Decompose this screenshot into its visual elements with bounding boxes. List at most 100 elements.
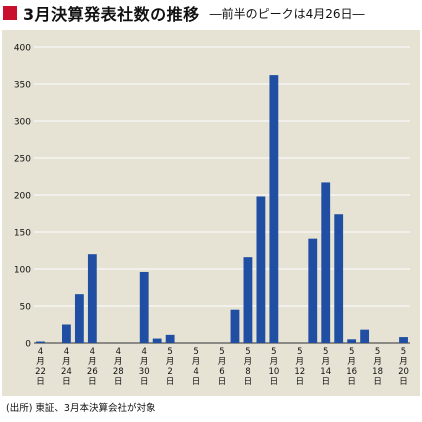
bar-4-24: [62, 324, 71, 343]
x-tick-label-part: 4: [64, 347, 69, 357]
x-tick-label-part: 日: [140, 377, 149, 387]
x-tick-label-part: 日: [218, 377, 227, 387]
y-tick-label: 350: [14, 81, 31, 91]
x-tick-label-part: 4: [116, 347, 121, 357]
x-tick-label-part: 日: [192, 377, 201, 387]
bar-5-20: [399, 337, 408, 343]
y-tick-label: 50: [20, 303, 32, 313]
x-tick-label-part: 22: [35, 367, 46, 377]
x-tick-label-part: 14: [320, 367, 331, 377]
x-tick-label-part: 24: [61, 367, 72, 377]
bar-5-15: [334, 214, 344, 343]
x-tick-label-part: 5: [297, 347, 302, 357]
x-tick-label-part: 月: [373, 357, 382, 367]
x-tick-label-part: 月: [140, 357, 149, 367]
x-tick-label-part: 日: [114, 377, 123, 387]
y-tick-label: 100: [14, 266, 31, 276]
x-tick-label-part: 日: [373, 377, 382, 387]
x-tick-label-part: 30: [139, 367, 150, 377]
bar-5-16: [347, 339, 357, 343]
bar-5-13: [308, 238, 318, 343]
y-tick-label: 300: [14, 118, 31, 128]
x-tick-label-part: 4: [38, 347, 43, 357]
x-tick-label-part: 日: [36, 377, 45, 387]
x-tick-label-part: 日: [62, 377, 71, 387]
y-tick-label: 200: [14, 192, 31, 202]
x-tick-label-part: 5: [245, 347, 250, 357]
x-tick-label-part: 月: [166, 357, 175, 367]
bar-chart: 0501001502002503003504004月22日4月24日4月26日4…: [14, 44, 410, 387]
bar-5-17: [360, 329, 370, 343]
x-tick-label-part: 月: [36, 357, 45, 367]
x-tick-label-part: 26: [87, 367, 98, 377]
chart-title: 3月決算発表社数の推移: [23, 5, 200, 24]
x-tick-label-part: 日: [347, 377, 356, 387]
x-tick-label-part: 月: [62, 357, 71, 367]
title-marker: [3, 6, 17, 20]
x-tick-label-part: 5: [271, 347, 276, 357]
x-tick-label-part: 5: [375, 347, 380, 357]
x-tick-label-part: 18: [372, 367, 383, 377]
x-tick-label-part: 5: [193, 347, 198, 357]
x-tick-label-part: 16: [346, 367, 357, 377]
x-tick-label-part: 月: [347, 357, 356, 367]
x-tick-label-part: 6: [219, 367, 224, 377]
x-tick-label-part: 月: [88, 357, 97, 367]
x-tick-label-part: 日: [399, 377, 408, 387]
x-tick-label-part: 月: [399, 357, 408, 367]
x-tick-label-part: 4: [193, 367, 198, 377]
x-tick-label-part: 28: [113, 367, 124, 377]
bar-5-14: [321, 182, 331, 343]
y-tick-label: 0: [25, 340, 31, 350]
x-tick-label-part: 5: [323, 347, 328, 357]
x-tick-label-part: 5: [401, 347, 406, 357]
x-tick-label-part: 月: [296, 357, 305, 367]
x-tick-label-part: 4: [90, 347, 95, 357]
bar-5-1: [152, 338, 162, 343]
y-tick-label: 250: [14, 155, 31, 165]
x-tick-label-part: 5: [219, 347, 224, 357]
x-tick-label-part: 5: [167, 347, 172, 357]
bar-5-8: [243, 257, 253, 343]
chart-header: 3月決算発表社数の推移 ―前半のピークは4月26日―: [0, 0, 422, 26]
x-tick-label-part: 月: [192, 357, 201, 367]
bar-4-22: [36, 341, 45, 343]
source-note: (出所) 東証、3月本決算会社が対象: [6, 403, 156, 414]
x-tick-label-part: 日: [296, 377, 305, 387]
x-tick-label-part: 12: [294, 367, 305, 377]
x-tick-label-part: 日: [88, 377, 97, 387]
bar-4-25: [74, 294, 84, 343]
x-tick-label-part: 日: [321, 377, 330, 387]
y-tick-label: 150: [14, 229, 31, 239]
x-tick-label-part: 月: [114, 357, 123, 367]
x-tick-label-part: 10: [268, 367, 279, 377]
x-tick-label-part: 20: [398, 367, 409, 377]
x-tick-label-part: 日: [166, 377, 175, 387]
bar-4-30: [139, 271, 149, 343]
x-tick-label-part: 月: [321, 357, 330, 367]
bar-5-10: [269, 75, 279, 343]
bar-5-9: [256, 196, 266, 343]
x-tick-label-part: 日: [244, 377, 253, 387]
x-tick-label-part: 4: [141, 347, 146, 357]
x-tick-label-part: 5: [349, 347, 354, 357]
x-tick-label-part: 月: [218, 357, 227, 367]
x-tick-label: 4月26日: [87, 347, 98, 387]
y-tick-label: 400: [14, 44, 31, 54]
x-tick-label-part: 8: [245, 367, 250, 377]
bar-4-26: [87, 254, 97, 343]
